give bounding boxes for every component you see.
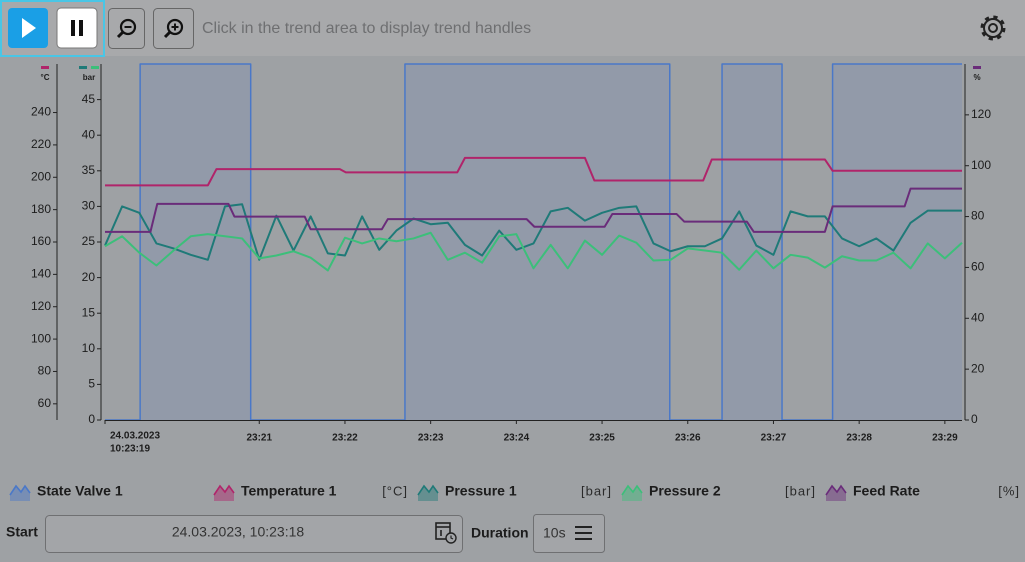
y-tick-label: 45 (82, 92, 96, 106)
y-tick-label: 20 (971, 361, 985, 375)
x-tick-label: 23:25 (589, 433, 615, 444)
y-tick-label: 140 (31, 267, 51, 281)
x-tick-label: 23:21 (246, 433, 272, 444)
duration-value: 10s (543, 525, 566, 541)
zoom-in-button[interactable] (153, 8, 194, 49)
y-tick-label: 10 (82, 341, 96, 355)
axis-color-key (79, 66, 87, 69)
y-tick-label: 15 (82, 305, 96, 319)
legend-unit: [bar] (785, 483, 816, 498)
pause-button[interactable] (56, 7, 98, 49)
axis-color-key (41, 66, 49, 69)
x-tick-label: 23:23 (418, 433, 444, 444)
x-tick-label: 23:24 (504, 433, 530, 444)
legend-unit: [%] (998, 483, 1020, 498)
y-tick-label: 100 (31, 331, 51, 345)
legend-icon (9, 484, 31, 496)
legend-name: Pressure 2 (649, 483, 721, 499)
y-tick-label: 80 (38, 364, 52, 378)
series-line (104, 231, 963, 272)
x-tick-label: 23:22 (332, 433, 358, 444)
legend-icon-fill (214, 486, 234, 501)
y-axis-unit: bar (83, 73, 95, 82)
legend-icon-fill (826, 486, 846, 501)
trend-chart[interactable]: 6080100120140160180200220240°C0510152025… (31, 63, 991, 455)
legend: State Valve 1 Temperature 1 [°C] Pressure 1… (9, 483, 1020, 501)
x-tick-label: 23:29 (932, 433, 958, 444)
y-tick-label: 0 (971, 412, 978, 426)
legend-name: Temperature 1 (241, 483, 337, 499)
legend-name: Feed Rate (853, 483, 920, 499)
x-tick-label: 23:27 (761, 433, 787, 444)
settings-button[interactable] (980, 15, 1006, 41)
y-tick-label: 20 (82, 270, 96, 284)
series-line (104, 203, 962, 261)
y-tick-label: 25 (82, 234, 96, 248)
y-tick-label: 120 (971, 107, 991, 121)
legend-icon (213, 484, 235, 496)
duration-label: Duration (471, 525, 529, 541)
focus-frame (0, 0, 105, 57)
y-tick-label: 5 (88, 377, 95, 391)
y-tick-label: 60 (971, 260, 985, 274)
axis-color-key (973, 66, 981, 69)
y-axis-unit: % (973, 73, 980, 82)
start-value: 24.03.2023, 10:23:18 (172, 524, 305, 540)
y-tick-label: 35 (82, 163, 96, 177)
zoom-out-button[interactable] (108, 8, 145, 49)
y-axis-unit: °C (41, 73, 50, 82)
legend-name: Pressure 1 (445, 483, 517, 499)
y-tick-label: 240 (31, 105, 51, 119)
x-tick-label: 23:26 (675, 433, 701, 444)
legend-icon (825, 484, 847, 496)
legend-icon (417, 484, 439, 496)
legend-unit: [°C] (382, 483, 408, 498)
y-tick-label: 40 (971, 310, 985, 324)
y-tick-label: 0 (88, 412, 95, 426)
y-tick-label: 220 (31, 137, 51, 151)
x-start-time: 10:23:19 (110, 444, 150, 455)
legend-icon-fill (10, 486, 30, 501)
y-tick-label: 120 (31, 299, 51, 313)
y-tick-label: 180 (31, 202, 51, 216)
duration-input[interactable]: 10s (533, 514, 605, 553)
y-tick-label: 30 (82, 199, 96, 213)
y-tick-label: 200 (31, 169, 51, 183)
axis-color-key (91, 66, 99, 69)
legend-icon-fill (418, 486, 438, 501)
series-line (105, 187, 962, 233)
y-tick-label: 100 (971, 158, 991, 172)
hint-text: Click in the trend area to display trend… (202, 20, 531, 37)
y-tick-label: 80 (971, 209, 985, 223)
x-tick-label: 23:28 (846, 433, 872, 444)
y-tick-label: 160 (31, 234, 51, 248)
x-start-date: 24.03.2023 (110, 431, 160, 442)
play-button[interactable] (8, 8, 48, 48)
start-input[interactable]: 24.03.2023, 10:23:18 (45, 515, 463, 553)
legend-unit: [bar] (581, 483, 612, 498)
y-tick-label: 60 (38, 396, 52, 410)
legend-icon-fill (622, 486, 642, 501)
legend-name: State Valve 1 (37, 483, 123, 499)
legend-icon (621, 484, 643, 496)
series-line (105, 156, 962, 187)
y-tick-label: 40 (82, 127, 96, 141)
start-label: Start (6, 524, 38, 540)
